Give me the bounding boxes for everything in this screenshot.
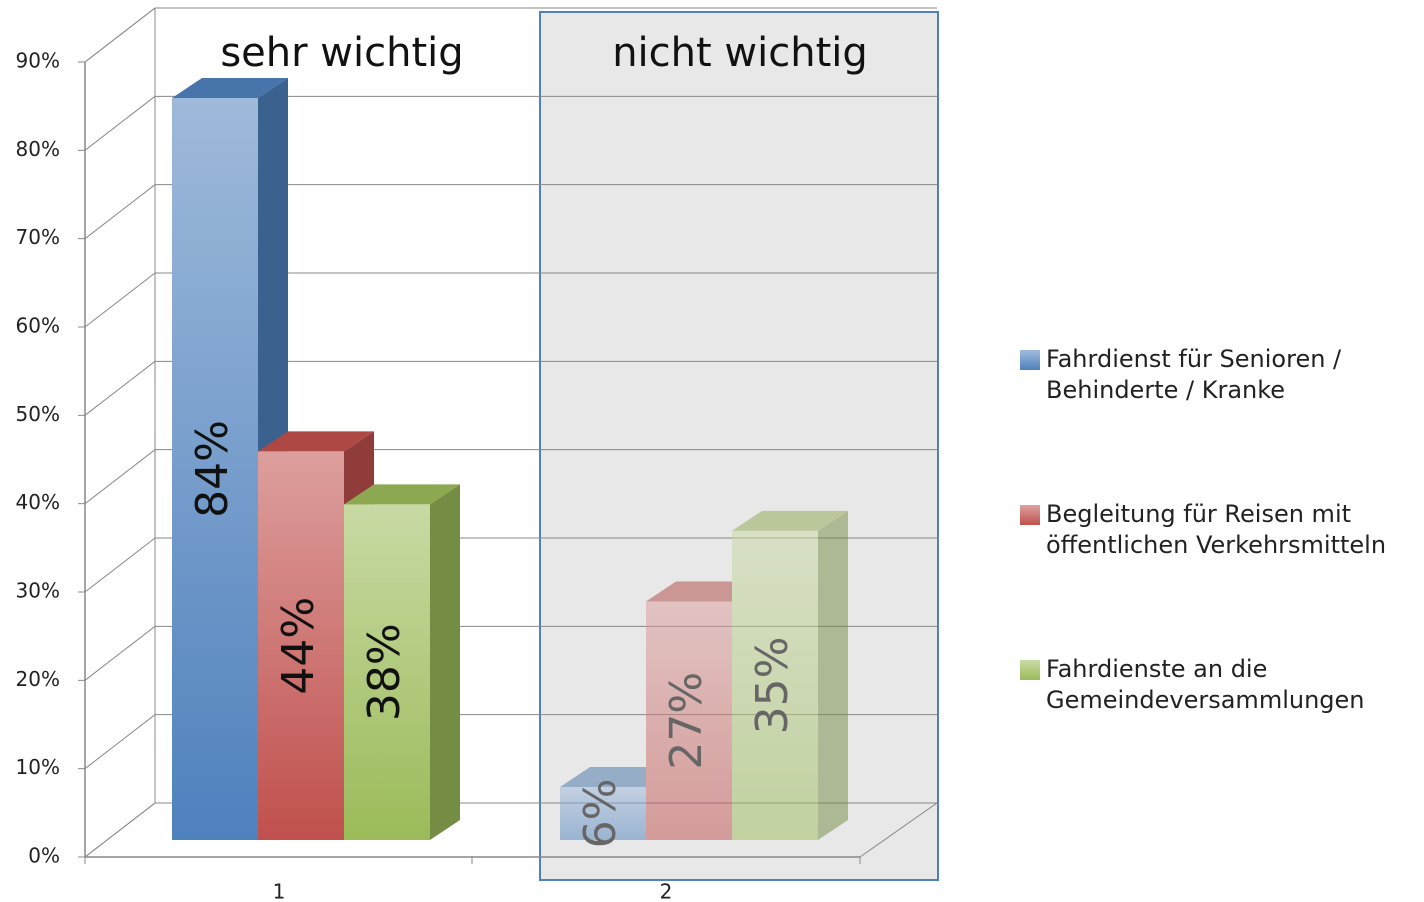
value-label: 35%	[747, 637, 798, 735]
value-label: 27%	[661, 672, 712, 770]
bar-side	[818, 510, 848, 840]
y-tick-label: 70%	[16, 225, 60, 249]
value-label: 6%	[575, 779, 626, 849]
legend-item: Fahrdienste an die Gemeindeversammlungen	[1020, 654, 1420, 716]
wall-edge	[84, 7, 156, 63]
value-label: 38%	[359, 623, 410, 721]
bar-shine	[732, 530, 818, 840]
bar-shine	[172, 98, 258, 840]
grid-line	[84, 360, 156, 416]
y-tick-label: 30%	[16, 579, 60, 603]
legend-swatch	[1020, 660, 1040, 680]
bar-top	[172, 78, 288, 98]
y-tick-label: 20%	[16, 667, 60, 691]
grid-line	[84, 537, 156, 593]
annotation: nicht wichtig	[612, 30, 868, 76]
legend-label: Fahrdienst für Senioren / Behinderte / K…	[1046, 345, 1342, 404]
grid-line	[84, 95, 156, 151]
y-tick-label: 10%	[16, 755, 60, 779]
y-tick-label: 0%	[28, 844, 60, 868]
y-tick-label: 60%	[16, 314, 60, 338]
legend-label: Fahrdienste an die Gemeindeversammlungen	[1046, 655, 1365, 714]
grid-line	[84, 625, 156, 681]
value-label: 44%	[273, 597, 324, 695]
x-tick-label: 2	[660, 880, 673, 902]
bar-shine	[258, 451, 344, 840]
floor-edge	[859, 802, 938, 858]
y-tick-label: 40%	[16, 490, 60, 514]
bar-side	[430, 484, 460, 840]
y-tick-label: 50%	[16, 402, 60, 426]
bar-top	[344, 484, 460, 505]
legend-swatch	[1020, 505, 1040, 525]
bar-group	[560, 510, 848, 840]
bar-shine	[646, 601, 732, 840]
x-tick-label: 1	[273, 880, 286, 902]
bar-top	[258, 431, 374, 452]
grid-line	[84, 802, 156, 858]
bar-top	[732, 510, 848, 531]
grid-line	[84, 272, 156, 328]
grid-line	[84, 184, 156, 240]
bar-group	[172, 78, 460, 840]
grid-line	[84, 714, 156, 770]
value-label: 84%	[187, 420, 238, 518]
legend-item: Begleitung für Reisen mit öffentlichen V…	[1020, 499, 1420, 561]
y-tick-label: 90%	[16, 49, 60, 73]
legend-swatch	[1020, 350, 1040, 370]
annotation: sehr wichtig	[220, 30, 463, 76]
bar-shine	[560, 787, 646, 840]
grid-line	[84, 449, 156, 505]
y-tick-label: 80%	[16, 137, 60, 161]
bar-shine	[344, 504, 430, 840]
legend-item: Fahrdienst für Senioren / Behinderte / K…	[1020, 344, 1420, 406]
legend-label: Begleitung für Reisen mit öffentlichen V…	[1046, 500, 1387, 559]
